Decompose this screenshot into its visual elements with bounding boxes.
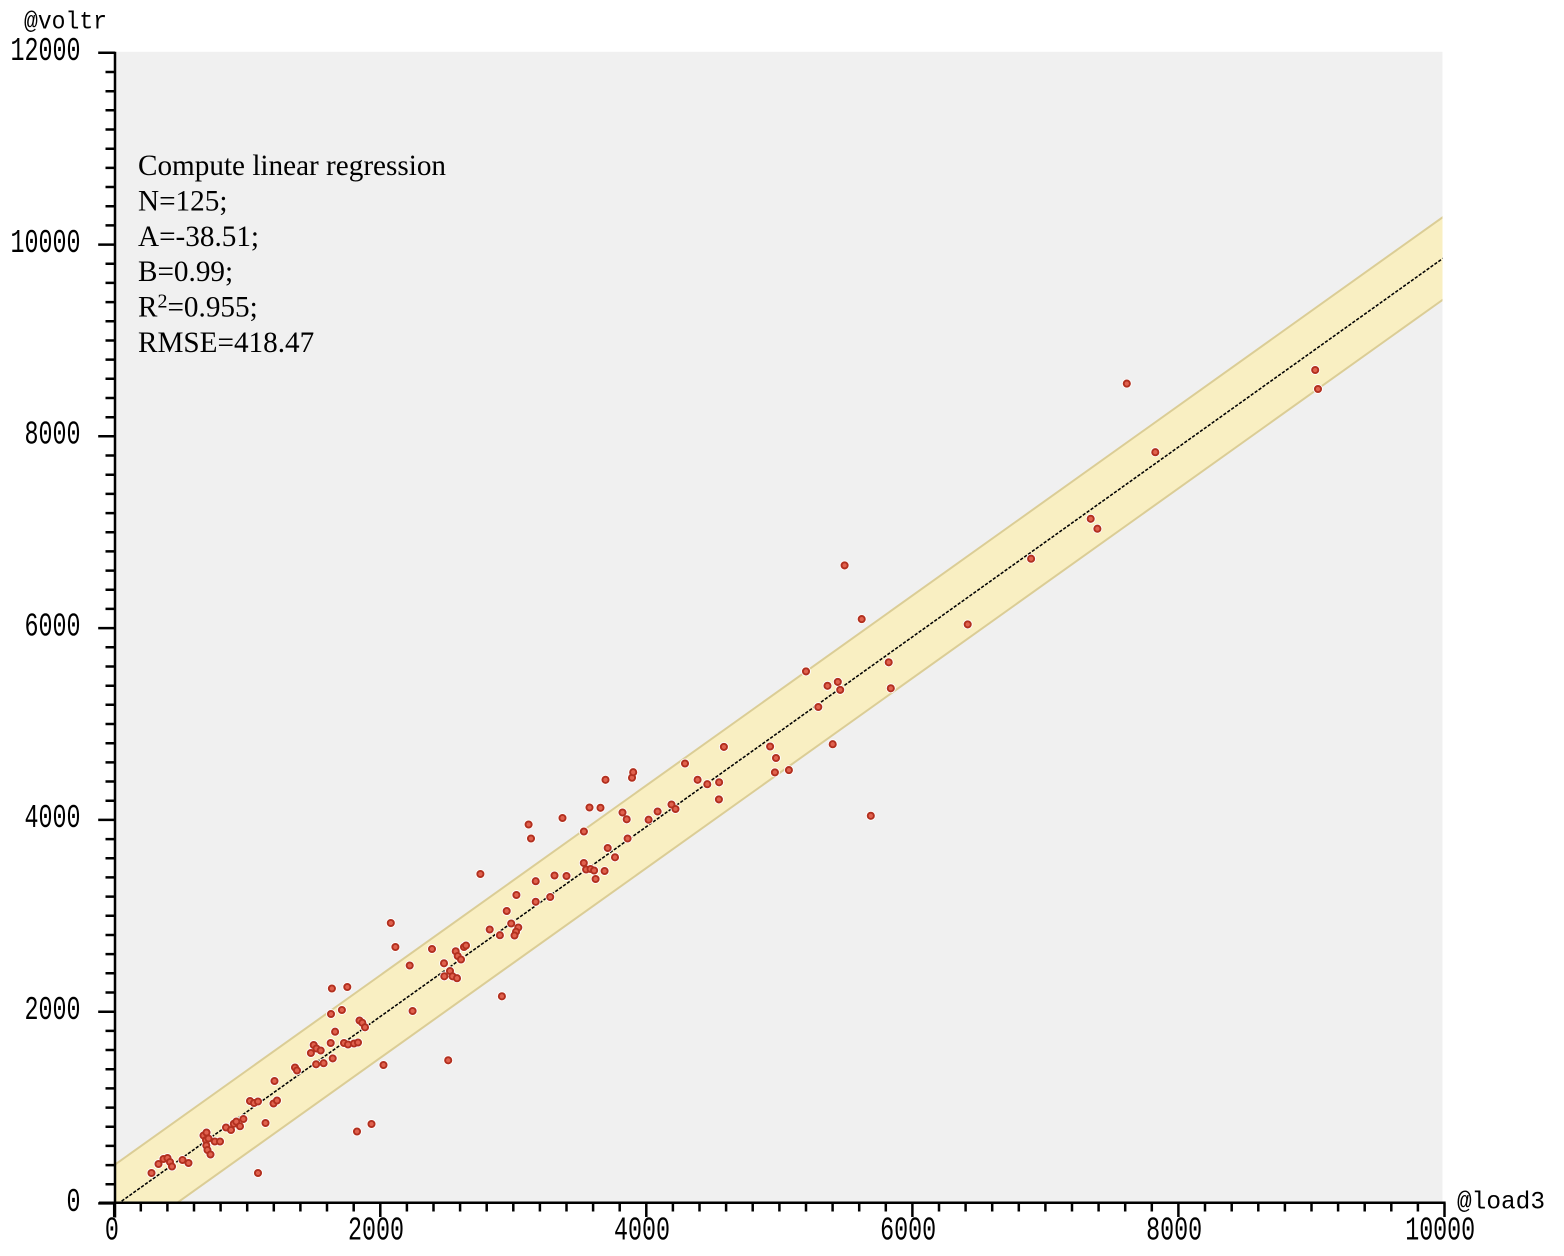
svg-text:R2=0.955;: R2=0.955; — [138, 291, 258, 324]
svg-text:6000: 6000 — [25, 608, 81, 645]
svg-text:A=-38.51;: A=-38.51; — [138, 221, 259, 253]
svg-text:2000: 2000 — [348, 1213, 404, 1250]
svg-text:@voltr: @voltr — [24, 8, 107, 37]
svg-text:N=125;: N=125; — [138, 185, 227, 217]
svg-text:Compute linear regression: Compute linear regression — [138, 150, 446, 182]
svg-text:10000: 10000 — [1405, 1213, 1475, 1250]
svg-text:6000: 6000 — [880, 1213, 936, 1250]
svg-text:8000: 8000 — [1146, 1213, 1202, 1250]
svg-text:RMSE=418.47: RMSE=418.47 — [138, 327, 314, 359]
svg-text:B=0.99;: B=0.99; — [138, 256, 233, 288]
svg-text:4000: 4000 — [25, 800, 81, 837]
svg-text:2000: 2000 — [25, 992, 81, 1029]
svg-text:0: 0 — [67, 1184, 81, 1221]
svg-text:8000: 8000 — [25, 417, 81, 454]
svg-text:@load3: @load3 — [1457, 1188, 1545, 1217]
svg-text:4000: 4000 — [614, 1213, 670, 1250]
svg-text:12000: 12000 — [11, 33, 81, 70]
svg-text:10000: 10000 — [11, 225, 81, 262]
svg-text:0: 0 — [105, 1213, 119, 1250]
